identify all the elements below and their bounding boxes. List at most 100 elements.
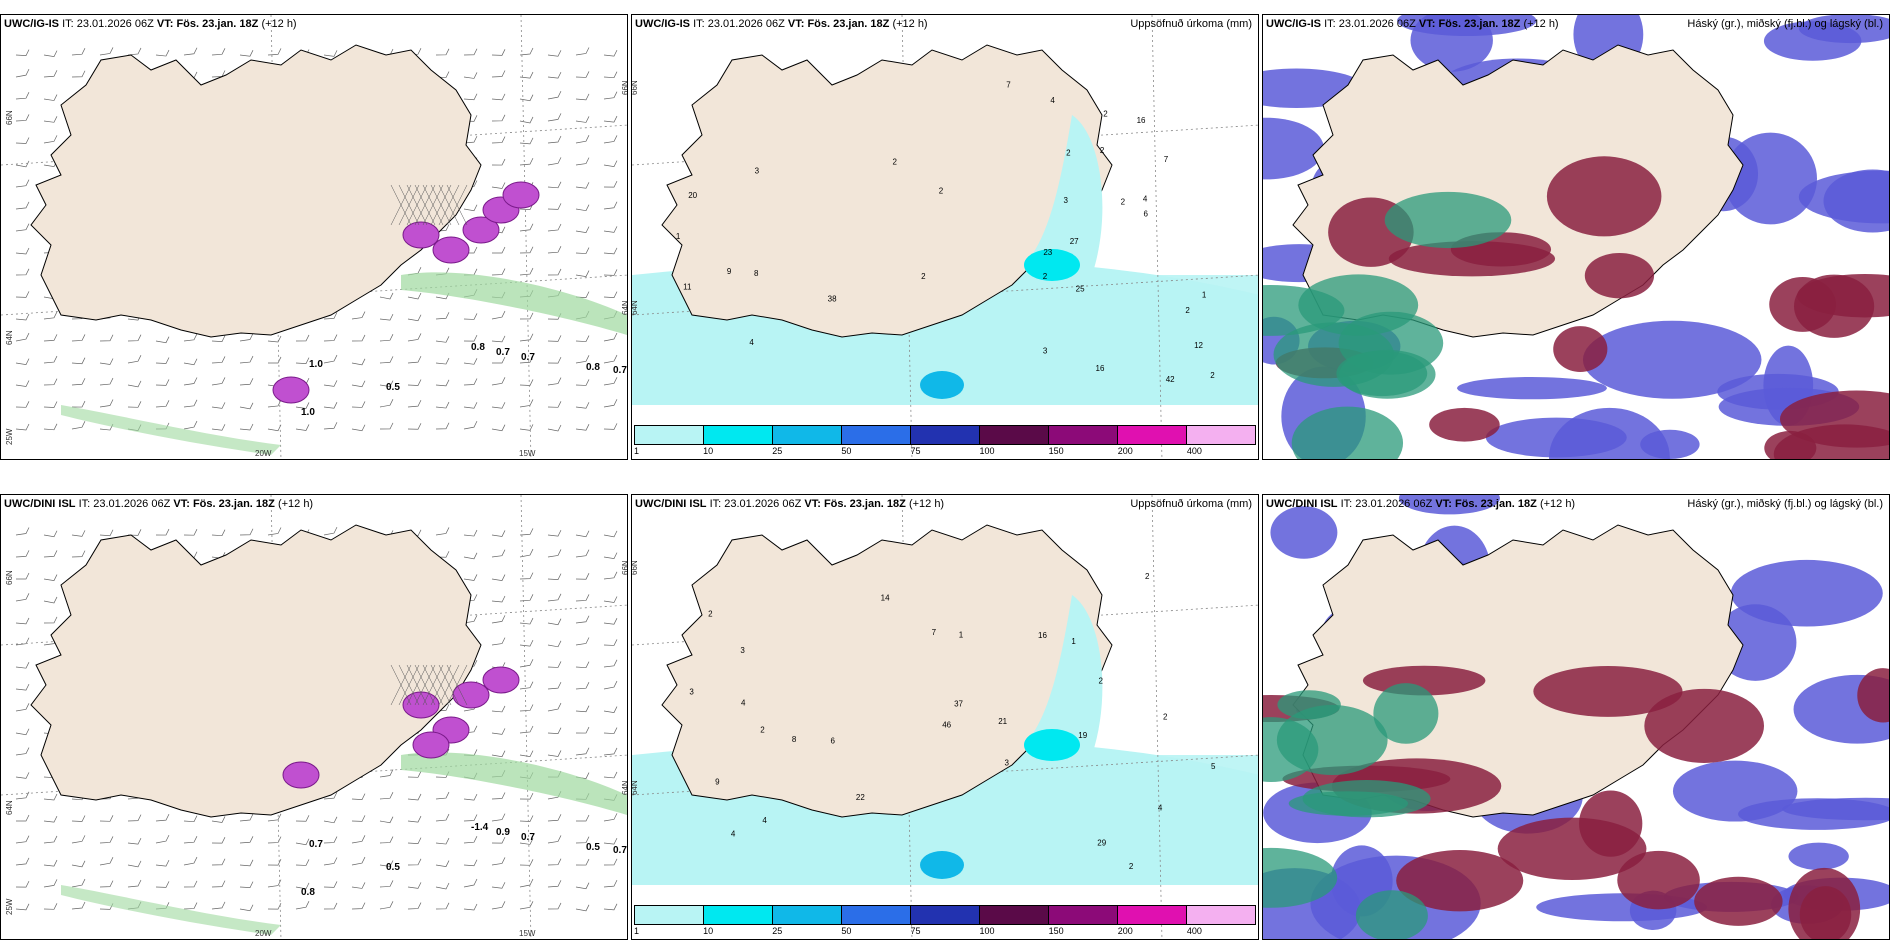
wind-barb (547, 424, 562, 432)
colorbar-tick-label: 200 (1117, 926, 1133, 936)
wind-barb (43, 311, 58, 320)
precip-value-label: 8 (754, 269, 759, 278)
hatch (406, 664, 428, 706)
high-cloud-patch (1270, 506, 1338, 559)
wind-value-label: 0.7 (309, 839, 323, 850)
colorbar-tick-label: 1 (634, 926, 640, 936)
high-cloud-patch (1723, 132, 1817, 225)
precip-value-label: 38 (828, 295, 837, 304)
wind-barb (267, 858, 282, 866)
colorbar-cells (634, 905, 1256, 925)
wind-barb (575, 157, 590, 166)
wind-barb (211, 880, 226, 888)
snow-blob (432, 236, 470, 264)
wind-barb (463, 615, 478, 624)
wind-barb (71, 378, 86, 386)
panel-title: UWC/DINI ISL IT: 23.01.2026 06Z VT: Fös.… (4, 498, 314, 510)
precip-value-label: 2 (1129, 862, 1134, 871)
wind-barb (603, 71, 618, 79)
wind-barb (15, 291, 30, 298)
wind-barb (603, 879, 618, 888)
hatch (422, 664, 444, 706)
wind-barb (519, 878, 534, 888)
wind-barb (603, 247, 618, 255)
wind-barb (603, 639, 618, 646)
wind-barb (407, 423, 422, 430)
wind-barb (519, 639, 534, 647)
precip-core (920, 371, 964, 399)
wind-barb (463, 93, 478, 101)
wind-barb (407, 837, 422, 844)
precip-value-label: 2 (893, 157, 898, 166)
precip-area (1032, 115, 1103, 286)
precip-value-label: 1 (676, 232, 681, 241)
lat-label-right: 64N (631, 300, 639, 315)
low-cloud-patch (1384, 191, 1512, 249)
wind-barb (211, 335, 226, 342)
precip-value-label: 11 (683, 282, 692, 291)
colorbar-tick-label: 150 (1048, 446, 1064, 456)
wind-barb (603, 727, 618, 734)
precip-value-label: 27 (1070, 237, 1079, 246)
wind-barb (211, 424, 226, 431)
precip-value-label: 3 (755, 166, 760, 175)
mid-cloud-patch (1553, 326, 1608, 373)
wind-barb (575, 726, 590, 734)
wind-barb (519, 71, 534, 79)
mid-cloud-patch (1644, 688, 1765, 763)
panel-title: UWC/DINI ISL IT: 23.01.2026 06Z VT: Fös.… (635, 498, 945, 510)
wind-barb (295, 402, 310, 409)
mid-cloud-patch (1546, 156, 1662, 237)
precip-value-label: 12 (1194, 341, 1203, 350)
precip-value-label: 1 (1071, 637, 1076, 646)
wind-barb (603, 747, 618, 756)
mid-cloud-patch (1694, 876, 1783, 926)
wind-barb (463, 836, 478, 844)
wind-barb (295, 838, 310, 846)
wind-barb (407, 314, 422, 322)
wind-barb (603, 201, 618, 210)
wind-barb (379, 313, 394, 321)
green-band (61, 405, 281, 455)
wind-barb (211, 816, 226, 823)
iceland-group (30, 44, 482, 338)
wind-barb (15, 593, 30, 602)
wind-barb (351, 334, 366, 342)
wind-barb (239, 402, 254, 410)
colorbar-labels: 1 10 25 50 75 100 150 200 400 (634, 445, 1256, 457)
wind-barb (491, 377, 506, 386)
wind-barb (603, 377, 618, 386)
graticule-lon (1151, 15, 1163, 459)
wind-barb (43, 596, 58, 604)
wind-barb (519, 356, 534, 364)
panel-cloud-top: UWC/IG-IS IT: 23.01.2026 06Z VT: Fös. 23… (1262, 14, 1890, 460)
wind-barb (71, 860, 86, 868)
wind-barb (323, 902, 338, 910)
wind-barb (379, 880, 394, 888)
wind-barb (43, 903, 58, 910)
wind-barb (351, 311, 366, 320)
wind-barb (603, 160, 618, 167)
wind-barb (239, 423, 254, 431)
lat-label: 25W (5, 428, 14, 445)
wind-barb (407, 793, 422, 801)
panel-wind-bottom: -1.4 0.9 0.7 0.5 0.7 0.5 0.8 0.7 UWC/DINI ISL I… (0, 494, 628, 940)
panel-cloud-bottom: UWC/DINI ISL IT: 23.01.2026 06Z VT: Fös.… (1262, 494, 1890, 940)
lon-label: 15W (519, 449, 536, 458)
wind-barb (603, 837, 618, 845)
wind-barb (463, 48, 478, 56)
wind-barb (407, 399, 422, 408)
precip-value-label: 2 (1098, 677, 1103, 686)
wind-value-label: 0.7 (613, 365, 627, 376)
hatch (390, 664, 412, 706)
wind-barb (603, 291, 618, 298)
wind-barb (603, 618, 618, 625)
wind-barb (491, 424, 506, 432)
wind-barb (603, 659, 618, 668)
wind-barb (603, 226, 618, 233)
wind-barb (15, 617, 30, 625)
wind-barb (15, 747, 30, 756)
wind-barb (99, 857, 114, 866)
snow-blob (272, 376, 310, 404)
lon-label: 15W (519, 929, 536, 938)
